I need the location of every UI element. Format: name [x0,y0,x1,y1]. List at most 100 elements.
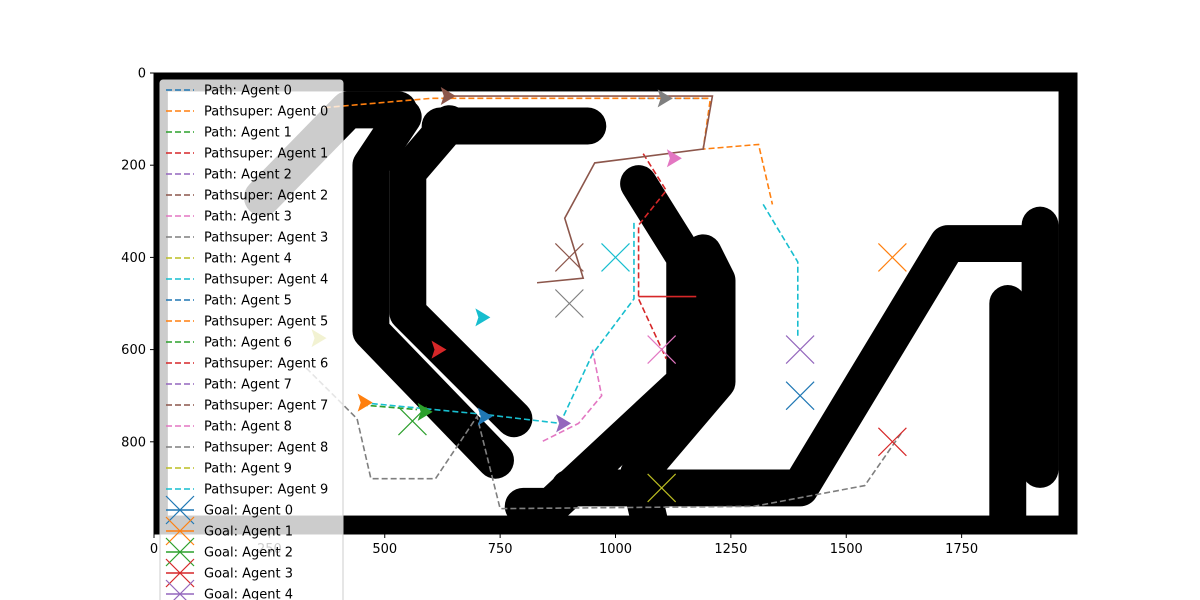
legend-label: Path: Agent 7 [204,378,292,393]
obstacle-wall-3 [1058,73,1077,534]
map-obstacles [154,73,1077,534]
series-pathsuper-agent-9 [361,222,635,425]
x-tick-label: 500 [372,542,397,557]
y-tick-label: 200 [121,159,146,174]
agent-marker-agent-9 [475,308,491,327]
legend-entry: Pathsuper: Agent 2 [166,189,328,204]
goal-marker-goal-agent-6 [647,335,677,365]
legend-label: Path: Agent 9 [204,462,292,477]
legend-box [159,79,344,600]
goal-marker-goal-agent-1 [877,242,907,272]
x-tick-label: 1000 [599,542,632,557]
y-tick-label: 0 [138,67,146,82]
legend-label: Pathsuper: Agent 3 [204,231,328,246]
legend-label: Path: Agent 0 [204,84,292,99]
obstacle-wall-1 [154,515,1077,534]
legend-label: Pathsuper: Agent 1 [204,147,328,162]
series-pathsuper-agent-4 [762,203,799,339]
agent-marker-agent-6 [666,149,682,168]
goal-marker-goal-agent-5 [554,242,584,272]
legend-label: Pathsuper: Agent 6 [204,357,328,372]
legend-entry: Pathsuper: Agent 4 [166,273,328,288]
legend-entry: Path: Agent 5 [166,294,292,309]
legend-label: Pathsuper: Agent 5 [204,315,328,330]
obstacle-bar-8 [504,165,704,525]
agent-marker-agent-5 [440,87,456,106]
legend-entry: Path: Agent 7 [166,378,292,393]
series-path-agent-3 [541,349,603,443]
legend-label: Goal: Agent 3 [204,567,293,582]
legend-label: Goal: Agent 1 [204,525,293,540]
goal-marker-goal-agent-3 [877,427,907,457]
legend-label: Goal: Agent 0 [204,504,293,519]
path-series [305,95,903,510]
legend-label: Path: Agent 2 [204,168,292,183]
legend-label: Pathsuper: Agent 2 [204,189,328,204]
y-tick-label: 800 [121,435,146,450]
legend-label: Pathsuper: Agent 8 [204,441,328,456]
legend-label: Path: Agent 5 [204,294,292,309]
agent-marker-agent-1 [357,393,373,412]
legend: Path: Agent 0 Pathsuper: Agent 0 Path: Age… [159,79,344,600]
legend-entry: Path: Agent 3 [166,210,292,225]
legend-entry: Goal: Agent 0 [165,495,293,525]
agent-marker-agent-0 [477,407,493,426]
legend-entry: Pathsuper: Agent 5 [166,315,328,330]
x-axis: 02505007501000125015001750 [150,534,978,557]
legend-entry: Path: Agent 6 [166,336,292,351]
series-pathsuper-agent-3 [305,367,903,510]
agent-marker-agent-3 [431,340,447,359]
x-tick-label: 750 [488,542,513,557]
y-tick-label: 600 [121,343,146,358]
legend-label: Path: Agent 3 [204,210,292,225]
legend-entry: Pathsuper: Agent 9 [166,483,328,498]
legend-label: Pathsuper: Agent 0 [204,105,328,120]
legend-entry: Path: Agent 4 [166,252,292,267]
legend-entry: Goal: Agent 3 [165,558,293,588]
legend-entry: Path: Agent 2 [166,168,292,183]
series-pathsuper-agent-1 [637,153,668,360]
series-pathsuper-agent-0 [324,97,774,205]
legend-entry: Path: Agent 9 [166,462,292,477]
series-path-agent-6 [361,404,418,411]
obstacle-bar-6 [389,105,533,438]
obstacle-bar-5 [352,98,514,479]
legend-entry: Goal: Agent 2 [165,537,293,567]
goal-marker-goal-agent-0 [785,381,815,411]
x-tick-label: 1250 [714,542,747,557]
agent-marker-agent-7 [657,89,673,108]
legend-entry: Goal: Agent 4 [165,579,293,600]
obstacle-bar-10 [550,225,1059,507]
legend-label: Pathsuper: Agent 9 [204,483,328,498]
goal-marker-goal-agent-8 [647,473,677,503]
series-pathsuper-agent-2 [444,95,714,284]
legend-label: Goal: Agent 2 [204,546,293,561]
legend-entry: Goal: Agent 1 [165,516,293,546]
legend-entry: Pathsuper: Agent 7 [166,399,328,414]
plot-area [153,72,1078,535]
legend-entry: Path: Agent 8 [166,420,292,435]
legend-label: Pathsuper: Agent 4 [204,273,328,288]
legend-label: Goal: Agent 4 [204,588,293,600]
legend-entry: Pathsuper: Agent 3 [166,231,328,246]
legend-entry: Path: Agent 0 [166,84,292,99]
legend-label: Path: Agent 4 [204,252,292,267]
legend-label: Path: Agent 1 [204,126,292,141]
legend-entry: Path: Agent 1 [166,126,292,141]
legend-entry: Pathsuper: Agent 1 [166,147,328,162]
legend-label: Path: Agent 8 [204,420,292,435]
legend-label: Pathsuper: Agent 7 [204,399,328,414]
legend-entry: Pathsuper: Agent 6 [166,357,328,372]
x-tick-label: 0 [150,542,158,557]
y-axis: 0 200 400 600 800 [121,67,154,450]
x-tick-label: 1750 [945,542,978,557]
obstacle-wall-0 [154,73,1077,92]
goal-marker-goal-agent-9 [601,242,630,272]
legend-entry: Pathsuper: Agent 8 [166,441,328,456]
agent-marker-agent-2 [417,402,433,421]
legend-entry: Pathsuper: Agent 0 [166,105,328,120]
goal-marker-goal-agent-7 [554,289,584,318]
agent-marker-agent-4 [556,414,572,433]
goal-marker-goal-agent-4 [785,335,815,365]
